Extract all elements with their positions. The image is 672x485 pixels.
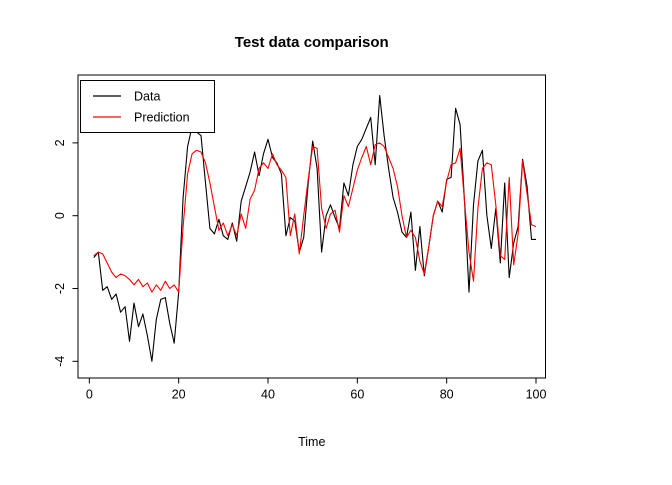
legend-label-data: Data xyxy=(134,90,160,104)
x-axis-tick-label: 0 xyxy=(86,388,93,402)
x-axis-tick-label: 80 xyxy=(440,388,454,402)
legend-label-prediction: Prediction xyxy=(134,111,190,125)
x-axis-tick-label: 100 xyxy=(526,388,547,402)
y-axis-tick-label: 2 xyxy=(53,139,67,146)
x-axis-tick-label: 20 xyxy=(172,388,186,402)
y-axis-tick-label: -4 xyxy=(53,356,67,367)
x-axis-title: Time xyxy=(298,435,325,449)
y-axis-tick-label: -2 xyxy=(53,283,67,294)
y-axis-tick-label: 0 xyxy=(53,212,67,219)
plot-box xyxy=(77,74,546,379)
chart-title: Test data comparison xyxy=(235,34,389,51)
data-series-line xyxy=(93,95,536,362)
prediction-series-line xyxy=(93,142,537,293)
x-axis-tick-label: 40 xyxy=(261,388,275,402)
x-axis-tick-label: 60 xyxy=(350,388,364,402)
legend-box xyxy=(80,80,215,133)
